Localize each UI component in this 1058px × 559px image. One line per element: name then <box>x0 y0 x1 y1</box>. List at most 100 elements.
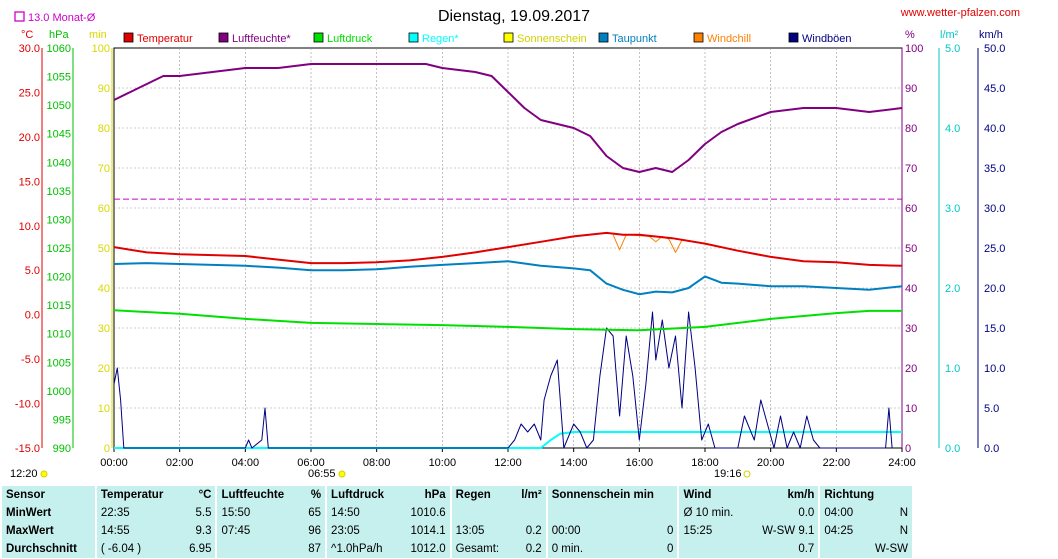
r-time <box>451 504 513 522</box>
pressure-tick-label: 1050 <box>47 100 71 112</box>
humidity-tick-label: 100 <box>905 43 923 55</box>
temp-tick-label: 25.0 <box>19 87 40 99</box>
p-val: 1010.6 <box>398 504 450 522</box>
sunrise-icon <box>338 470 346 478</box>
weather-chart: Dienstag, 19.09.2017 www.wetter-pfalzen.… <box>10 7 1020 480</box>
pressure-tick-label: 1020 <box>47 272 71 284</box>
legend-label: Windchill <box>707 33 751 45</box>
sun-tick-label: 0 <box>104 443 110 455</box>
rain-tick-label: 5.0 <box>945 43 960 55</box>
d-time <box>820 540 864 558</box>
temp-tick-label: 15.0 <box>19 176 40 188</box>
pressure-tick-label: 1045 <box>47 129 71 141</box>
temp-tick-label: 10.0 <box>19 221 40 233</box>
sun-tick-label: 100 <box>92 43 110 55</box>
hdr-regen: Regen <box>451 486 513 504</box>
s-val <box>642 504 678 522</box>
x-tick-label: 18:00 <box>691 457 719 469</box>
x-tick-label: 08:00 <box>363 457 391 469</box>
temp-tick-label: 0.0 <box>25 310 40 322</box>
w-time: Ø 10 min. <box>679 504 748 522</box>
series-temperatur-line <box>113 231 903 267</box>
series-luftfeuchte-line <box>113 63 903 173</box>
humidity-tick-label: 10 <box>905 403 917 415</box>
website-label: www.wetter-pfalzen.com <box>900 7 1020 19</box>
series-windchill-line <box>612 234 683 253</box>
x-tick-label: 10:00 <box>429 457 457 469</box>
x-tick-label: 14:00 <box>560 457 588 469</box>
h-val: 96 <box>300 522 326 540</box>
series-windböen-line <box>113 311 893 449</box>
hdr-wind: Wind <box>679 486 748 504</box>
d-time: 04:00 <box>820 504 864 522</box>
p-val: 1014.1 <box>398 522 450 540</box>
unit-humidity: % <box>905 29 915 41</box>
sun-tick-label: 10 <box>98 403 110 415</box>
noon-sun-icon <box>40 470 48 478</box>
stats-row-max: MaxWert 14:55 9.3 07:45 96 23:05 1014.1 13:… <box>2 522 912 540</box>
w-val: 0.7 <box>747 540 819 558</box>
humidity-tick-label: 50 <box>905 243 917 255</box>
wind-tick-label: 35.0 <box>984 163 1005 175</box>
pressure-tick-label: 1035 <box>47 186 71 198</box>
pressure-tick-label: 1025 <box>47 243 71 255</box>
pressure-tick-label: 1015 <box>47 300 71 312</box>
rain-tick-label: 2.0 <box>945 283 960 295</box>
legend-label: Temperatur <box>137 33 193 45</box>
d-val: W-SW <box>863 540 912 558</box>
wind-tick-label: 10.0 <box>984 363 1005 375</box>
temp-tick-label: 20.0 <box>19 132 40 144</box>
r-time: Gesamt: <box>451 540 513 558</box>
chart-title: Dienstag, 19.09.2017 <box>438 8 590 25</box>
legend-swatch <box>408 32 419 43</box>
t-time: ( -6.04 ) <box>96 540 180 558</box>
temp-tick-label: 30.0 <box>19 43 40 55</box>
sun-tick-label: 80 <box>98 123 110 135</box>
rain-tick-label: 4.0 <box>945 123 960 135</box>
x-tick-label: 22:00 <box>823 457 851 469</box>
humidity-tick-label: 80 <box>905 123 917 135</box>
s-val: 0 <box>642 540 678 558</box>
stats-row-min: MinWert 22:35 5.5 15:50 65 14:50 1010.6 Ø 1… <box>2 504 912 522</box>
legend-label: Sonnenschein <box>517 33 587 45</box>
legend-label: Regen* <box>422 33 459 45</box>
x-tick-label: 00:00 <box>100 457 128 469</box>
legend-swatch <box>788 32 799 43</box>
pressure-tick-label: 1040 <box>47 157 71 169</box>
monthly-avg-label: 13.0 Monat-Ø <box>28 12 96 24</box>
wind-tick-label: 25.0 <box>984 243 1005 255</box>
pressure-tick-label: 1030 <box>47 214 71 226</box>
unit-rain: l/m² <box>940 29 959 41</box>
s-time: 0 min. <box>547 540 643 558</box>
x-tick-label: 12:00 <box>494 457 522 469</box>
r-time: 13:05 <box>451 522 513 540</box>
legend-label: Taupunkt <box>612 33 657 45</box>
r-val: 0.2 <box>512 540 546 558</box>
h-time: 07:45 <box>217 522 301 540</box>
noon-label: 12:20 <box>10 468 38 480</box>
temp-tick-label: 5.0 <box>25 265 40 277</box>
x-axis: 00:00 02:00 04:00 06:00 08:00 10:00 12:00 14:00… <box>100 448 916 469</box>
hdr-temp-unit: °C <box>179 486 216 504</box>
s-time: 00:00 <box>547 522 643 540</box>
legend-label: Luftdruck <box>327 33 373 45</box>
wind-tick-label: 5.0 <box>984 403 999 415</box>
row-label: MaxWert <box>2 522 95 540</box>
legend-swatch <box>313 32 324 43</box>
pressure-tick-label: 1010 <box>47 329 71 341</box>
t-val: 5.5 <box>179 504 216 522</box>
temp-tick-label: -15.0 <box>15 443 40 455</box>
d-val: N <box>863 522 912 540</box>
x-tick-label: 20:00 <box>757 457 785 469</box>
humidity-tick-label: 60 <box>905 203 917 215</box>
unit-pressure: hPa <box>49 29 69 41</box>
pressure-tick-label: 1055 <box>47 72 71 84</box>
sun-tick-label: 40 <box>98 283 110 295</box>
wind-tick-label: 20.0 <box>984 283 1005 295</box>
pressure-tick-label: 1005 <box>47 357 71 369</box>
humidity-tick-label: 90 <box>905 83 917 95</box>
pressure-tick-label: 1000 <box>47 386 71 398</box>
legend: Temperatur Luftfeuchte* Luftdruck Regen* Son… <box>123 32 852 45</box>
s-time <box>547 504 643 522</box>
x-tick-label: 06:00 <box>297 457 325 469</box>
